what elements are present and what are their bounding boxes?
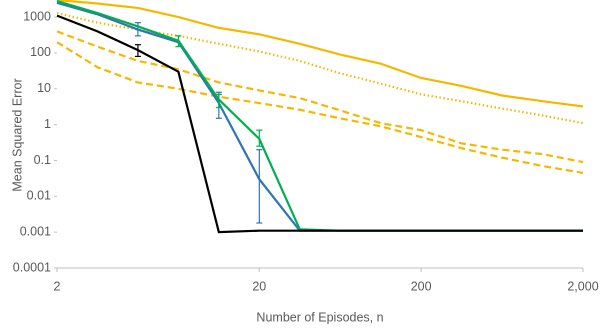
y-tick-label: 1000 — [23, 9, 51, 23]
series-line — [56, 41, 584, 174]
series-line — [56, 1, 583, 232]
error-bar — [256, 129, 263, 147]
y-tick-label: 10 — [37, 81, 51, 95]
series-line — [56, 30, 584, 164]
x-tick-label: 2,000 — [567, 279, 598, 293]
error-bar — [134, 22, 141, 37]
y-tick-label: 0.0001 — [13, 260, 51, 274]
error-bar — [215, 93, 222, 109]
y-tick-label: 0.01 — [27, 189, 51, 203]
x-tick-label: 20 — [252, 279, 266, 293]
series-line — [56, 14, 583, 234]
error-bar — [175, 35, 182, 48]
series-line — [56, 0, 584, 108]
y-tick-label: 0.001 — [20, 224, 51, 238]
x-axis-label: Number of Episodes, n — [256, 310, 383, 324]
error-bar — [256, 149, 263, 224]
x-tick-label: 200 — [411, 279, 432, 293]
y-tick-label: 0.1 — [34, 153, 51, 167]
error-bar — [134, 44, 141, 58]
x-tick-label: 2 — [54, 279, 61, 293]
y-axis-label: Mean Squared Error — [10, 78, 24, 191]
y-tick-label: 1 — [44, 117, 51, 131]
y-tick-label: 100 — [30, 45, 51, 59]
